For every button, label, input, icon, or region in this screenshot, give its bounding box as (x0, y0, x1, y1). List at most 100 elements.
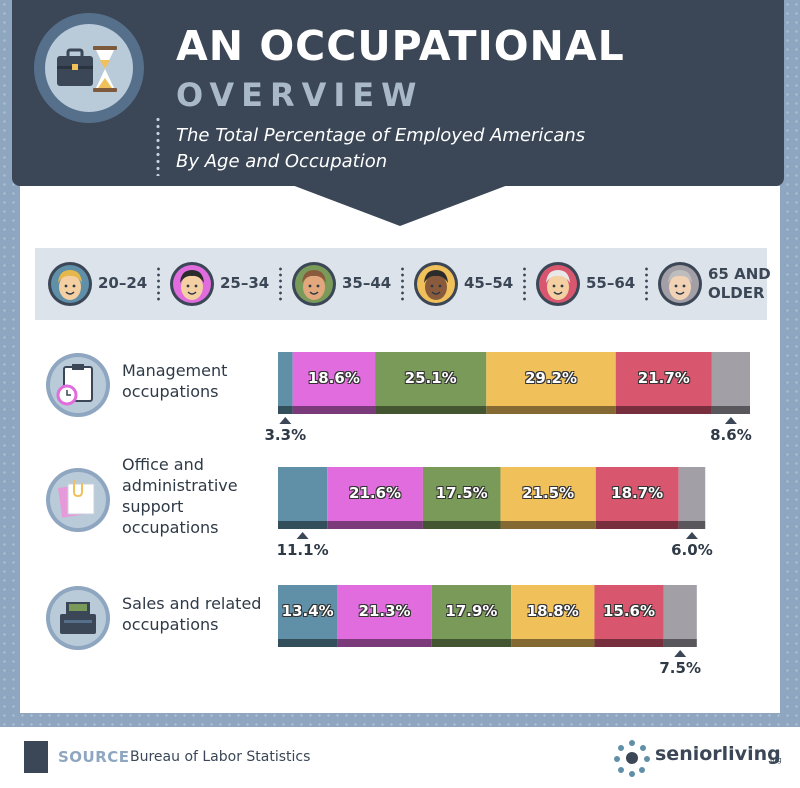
bar-segment-fill (511, 585, 595, 639)
value-label: 8.6% (710, 426, 752, 444)
clipboard-clock-icon (46, 353, 110, 417)
bar-segment-shadow (327, 521, 423, 529)
bar-segment-fill (678, 467, 706, 521)
footer (0, 727, 800, 788)
bar-segment-shadow (337, 639, 432, 647)
source-label: SOURCE (58, 748, 130, 766)
category-label-line: Management (122, 361, 228, 380)
value-label: 21.5% (522, 484, 575, 502)
bar-segment-fill (500, 467, 596, 521)
category-label: Management occupations (122, 360, 227, 402)
page-title: AN OCCUPATIONAL (176, 22, 625, 70)
brand-suffix: .org (768, 756, 782, 764)
seniorliving-logo-icon (614, 740, 650, 777)
source-text: Bureau of Labor Statistics (130, 749, 311, 765)
bar-segment-fill (595, 467, 679, 521)
bar-segment-fill (278, 585, 338, 639)
value-pointer (296, 532, 309, 539)
bar-segment-fill (278, 352, 293, 406)
bar-segment-shadow (486, 406, 616, 414)
bar-segment-shadow (422, 521, 501, 529)
category-label-line: support (122, 497, 184, 516)
bar-segment (278, 467, 328, 529)
value-label: 13.4% (281, 602, 334, 620)
bar-segment (594, 585, 664, 647)
bar-segment-fill (375, 352, 487, 406)
value-label: 29.2% (524, 369, 578, 387)
category-label-line: occupations (122, 382, 219, 401)
value-pointer (685, 532, 698, 539)
briefcase-hourglass-icon (34, 13, 144, 123)
bar-segment (337, 585, 432, 647)
bar-segment (711, 352, 750, 414)
value-label: 18.7% (611, 484, 664, 502)
bar-segment (422, 467, 501, 529)
description-line-2: By Age and Occupation (176, 151, 388, 172)
bar-segment-fill (711, 352, 750, 406)
value-label: 3.3% (264, 426, 307, 444)
value-pointer (674, 650, 687, 657)
bar-segment (678, 467, 706, 529)
bar-segment-shadow (511, 639, 595, 647)
bar-segment (278, 352, 293, 414)
category-label-line: administrative (122, 476, 238, 495)
bar-segment-shadow (711, 406, 750, 414)
source-marker (24, 741, 48, 773)
bar-segment-fill (486, 352, 616, 406)
bar-segment-shadow (500, 521, 596, 529)
bar-segment-shadow (431, 639, 512, 647)
value-label: 15.6% (602, 602, 656, 620)
bar-segment (595, 467, 679, 529)
bar-segment (486, 352, 616, 414)
value-label: 21.7% (637, 369, 690, 387)
bar-segment (511, 585, 595, 647)
bar-segment-shadow (375, 406, 487, 414)
bar-segment-shadow (278, 639, 338, 647)
bar-segment (663, 585, 697, 647)
value-label: 18.8% (526, 602, 579, 620)
bar-segment-shadow (678, 521, 706, 529)
bar-segment-fill (663, 585, 697, 639)
bar-segment-shadow (595, 521, 679, 529)
bar-segment-fill (431, 585, 512, 639)
bar-segment-shadow (663, 639, 697, 647)
bar-segment (500, 467, 596, 529)
dotted-divider (156, 116, 160, 176)
bar-segment (292, 352, 376, 414)
bar-segment-fill (337, 585, 432, 639)
value-label: 21.3% (358, 602, 411, 620)
value-label: 7.5% (659, 659, 701, 677)
category-label: Office and administrative support occupatio… (122, 454, 238, 538)
bar-segment (375, 352, 487, 414)
papers-clip-icon (46, 468, 110, 532)
value-label: 17.9% (445, 602, 498, 620)
value-label: 25.1% (404, 369, 457, 387)
bar-segment (431, 585, 512, 647)
bar-segment-fill (292, 352, 376, 406)
value-label: 6.0% (671, 541, 713, 559)
category-label: Sales and related occupations (122, 593, 261, 635)
brand-logo: seniorliving (655, 743, 781, 765)
value-pointer (279, 417, 292, 424)
value-label: 21.6% (349, 484, 402, 502)
bar-segment-fill (327, 467, 423, 521)
bar-segment-fill (594, 585, 664, 639)
bar-segment (278, 585, 338, 647)
bar-segment-shadow (594, 639, 664, 647)
bar-segment-fill (615, 352, 712, 406)
bar-segment-shadow (615, 406, 712, 414)
bar-segment-shadow (278, 521, 328, 529)
page-subtitle: OVERVIEW (176, 76, 424, 114)
value-label: 11.1% (276, 541, 329, 559)
bar-segment-shadow (292, 406, 376, 414)
description-line-1: The Total Percentage of Employed America… (176, 125, 586, 146)
cash-register-icon (46, 586, 110, 650)
category-label-line: Office and (122, 455, 204, 474)
bar-segment (327, 467, 423, 529)
value-label: 18.6% (307, 369, 360, 387)
category-label-line: occupations (122, 615, 219, 634)
bar-segment-fill (278, 467, 328, 521)
header-banner (12, 0, 784, 186)
